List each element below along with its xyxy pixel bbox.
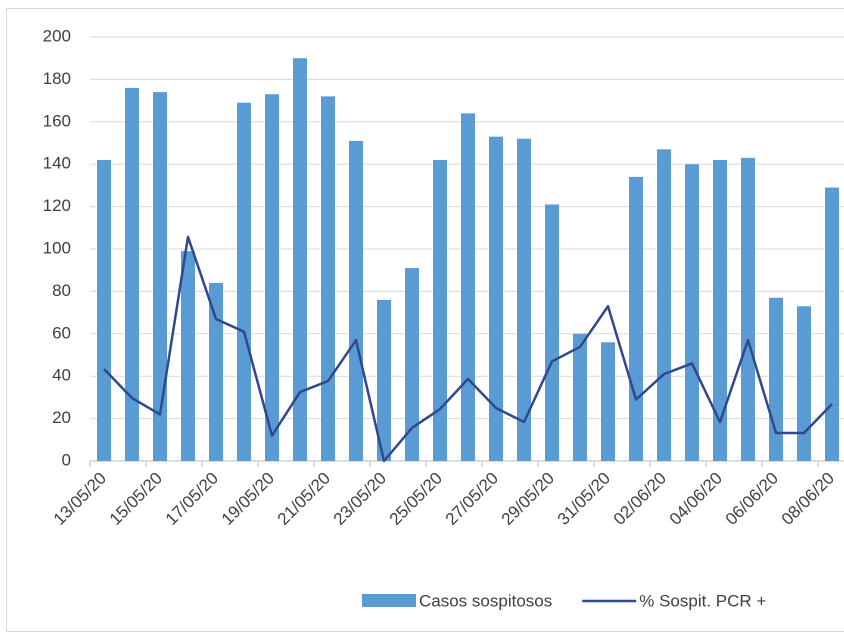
bar bbox=[685, 164, 699, 461]
bar bbox=[601, 342, 615, 461]
bar bbox=[825, 187, 839, 461]
bar bbox=[349, 140, 363, 461]
bar bbox=[461, 113, 475, 461]
bar bbox=[713, 159, 727, 461]
bar bbox=[629, 176, 643, 462]
bar bbox=[517, 138, 531, 461]
bar bbox=[293, 58, 307, 461]
bar bbox=[265, 94, 279, 462]
bar bbox=[321, 96, 335, 462]
bar bbox=[209, 282, 223, 461]
y-tick-label: 200 bbox=[43, 26, 71, 45]
bar bbox=[97, 159, 111, 461]
bar bbox=[741, 157, 755, 461]
bar bbox=[405, 268, 419, 461]
legend-label: % Sospit. PCR + bbox=[639, 591, 766, 610]
y-tick-label: 140 bbox=[43, 154, 71, 173]
y-tick-label: 120 bbox=[43, 196, 71, 215]
line-series bbox=[103, 235, 833, 463]
y-tick-label: 100 bbox=[43, 238, 71, 257]
y-tick-label: 40 bbox=[52, 366, 71, 385]
y-tick-label: 80 bbox=[52, 281, 71, 300]
y-tick-label: 20 bbox=[52, 408, 71, 427]
bar bbox=[237, 102, 251, 461]
bar bbox=[377, 299, 391, 461]
y-tick-label: 160 bbox=[43, 111, 71, 130]
bar bbox=[573, 333, 587, 461]
bar bbox=[433, 159, 447, 461]
y-tick-label: 0 bbox=[62, 450, 71, 469]
bar bbox=[797, 306, 811, 461]
chart-border bbox=[6, 8, 844, 632]
bar bbox=[181, 251, 195, 461]
y-tick-label: 60 bbox=[52, 323, 71, 342]
bar bbox=[125, 87, 139, 461]
legend-swatch bbox=[362, 594, 416, 607]
bar bbox=[769, 297, 783, 461]
bar bbox=[545, 204, 559, 462]
legend-label: Casos sospitosos bbox=[419, 591, 552, 610]
bar bbox=[657, 149, 671, 462]
bar bbox=[153, 92, 167, 462]
y-tick-label: 180 bbox=[43, 69, 71, 88]
bar bbox=[489, 136, 503, 461]
